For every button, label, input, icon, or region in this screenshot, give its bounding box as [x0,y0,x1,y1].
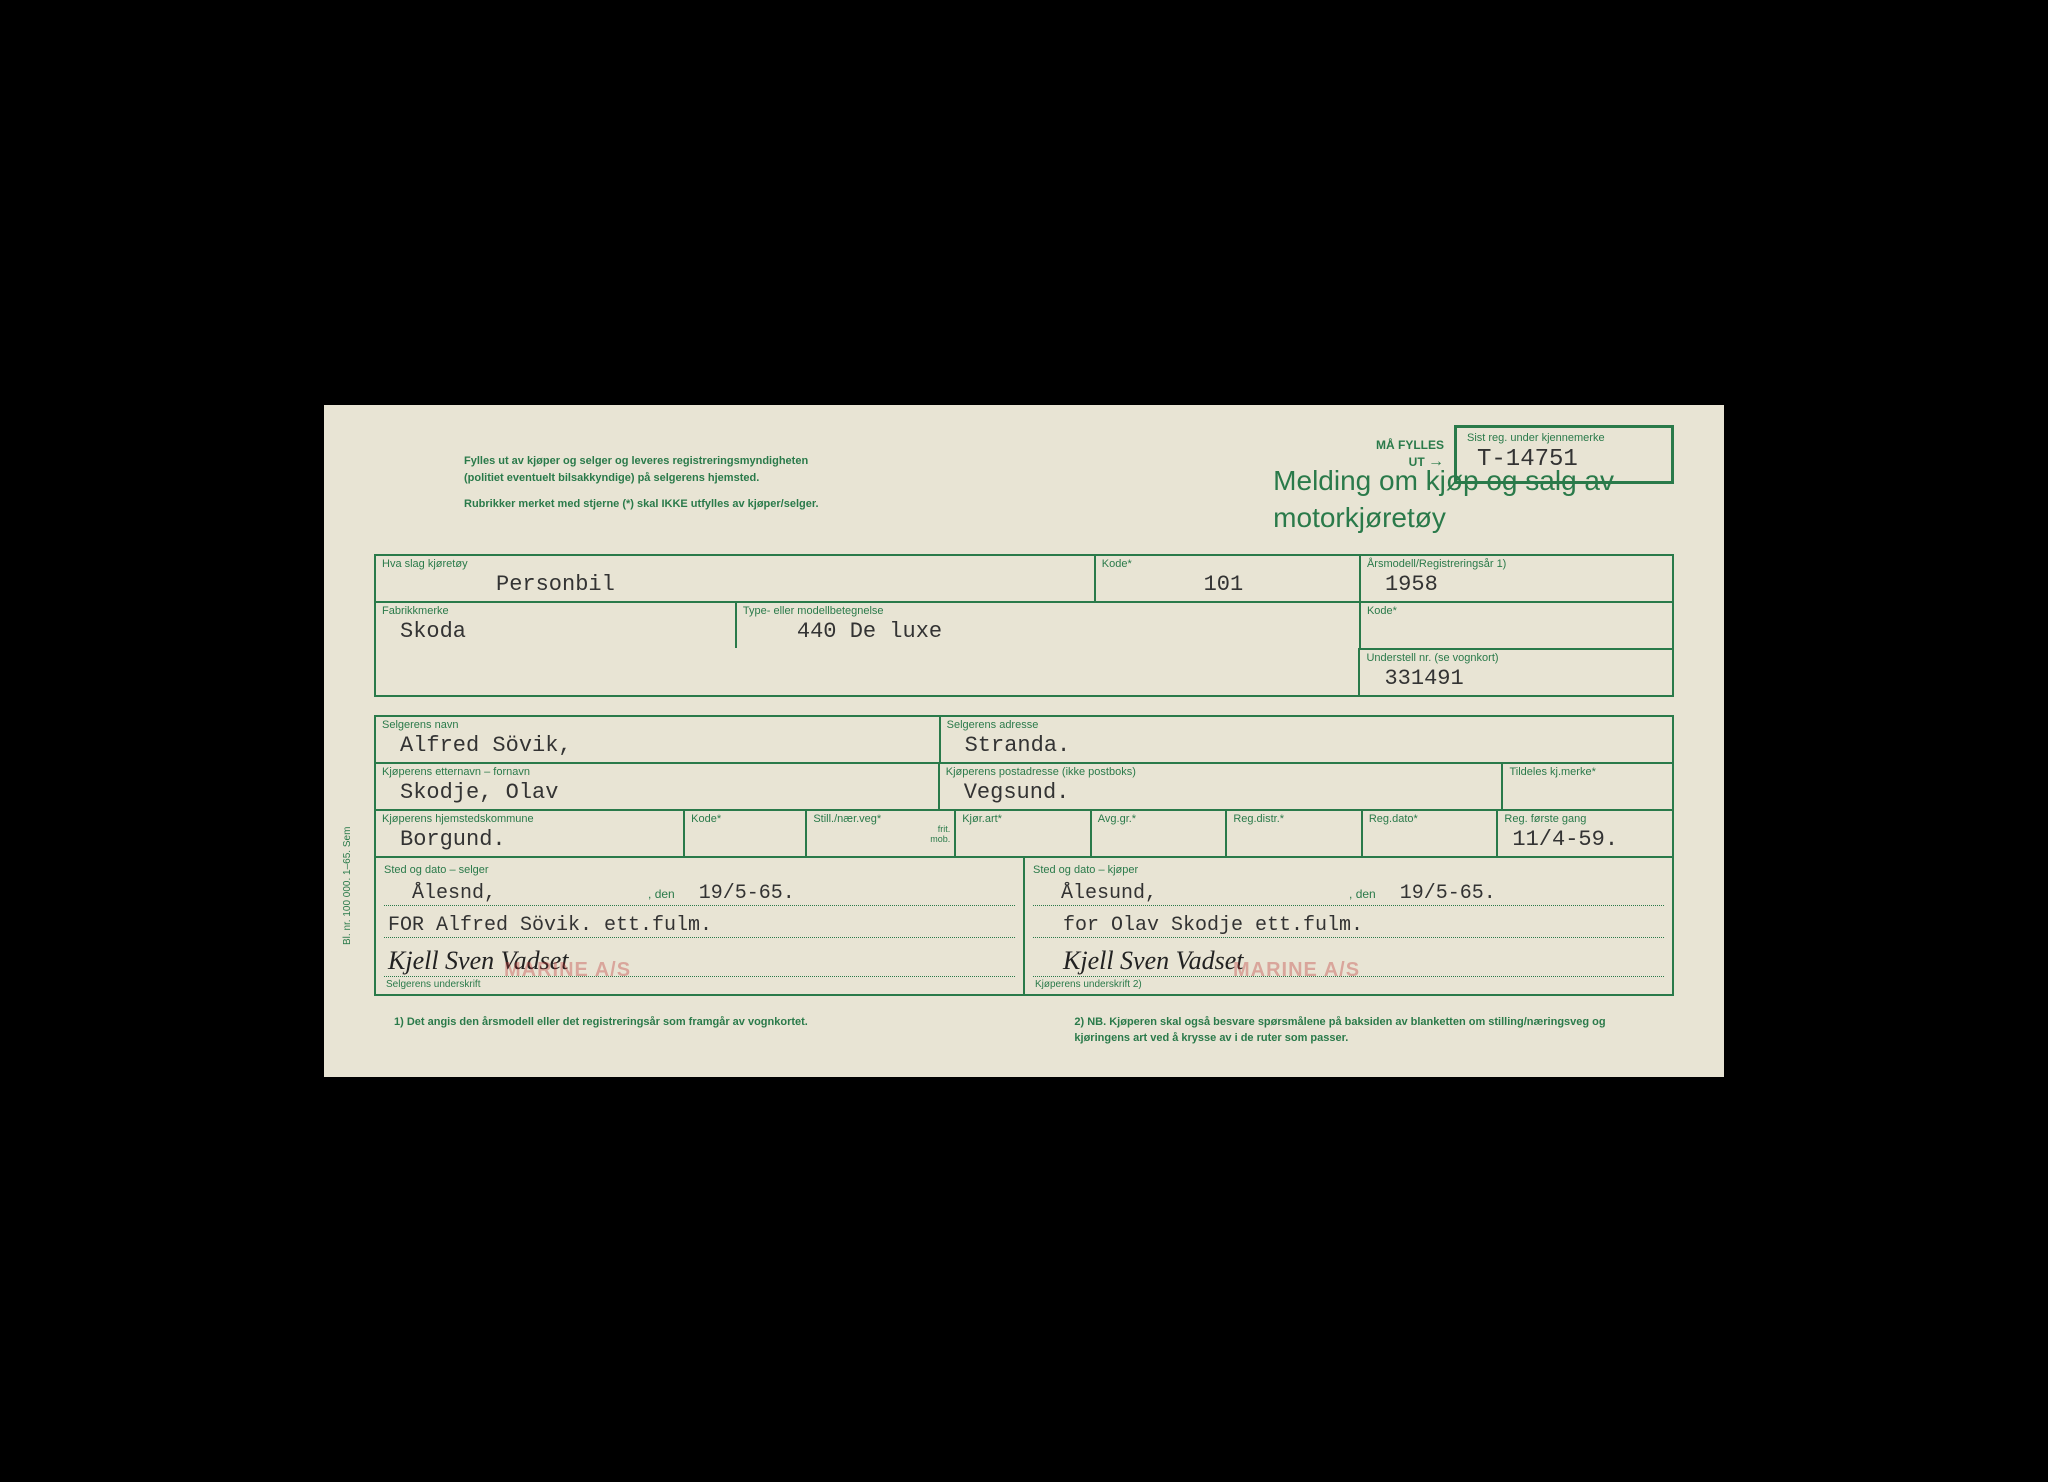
seller-for-line: FOR Alfred Sövik. ett.fulm. [384,908,1015,938]
kode2-value [1361,617,1672,623]
buyer-addr-value: Vegsund. [940,778,1502,809]
kode2-label: Kode* [1361,603,1672,617]
vehicle-type-label: Hva slag kjøretøy [376,556,1094,570]
footnote-1: 1) Det angis den årsmodell eller det reg… [394,1014,974,1047]
buyer-place: Ålesund, [1061,882,1157,905]
regbox-prompt-1: MÅ FYLLES [1376,438,1444,452]
avggr-label: Avg.gr.* [1092,811,1226,825]
seller-sig-caption: Selgerens underskrift [384,979,1015,990]
still-label: Still./nær.veg* [807,811,887,825]
buyer-addr-label: Kjøperens postadresse (ikke postboks) [940,764,1502,778]
buyer-muni-value: Borgund. [376,825,683,856]
kode1-label: Kode* [1096,556,1359,570]
seller-place: Ålesnd, [412,882,496,905]
signature-row: Sted og dato – selger Ålesnd, , den 19/5… [376,856,1672,994]
buyer-name-value: Skodje, Olav [376,778,938,809]
seller-signature-cell: Sted og dato – selger Ålesnd, , den 19/5… [376,858,1023,994]
chassis-label: Understell nr. (se vognkort) [1360,650,1672,664]
instructions-p1: Fylles ut av kjøper og selger og leveres… [464,453,844,486]
seller-name-label: Selgerens navn [376,717,939,731]
vehicle-type-value: Personbil [376,570,1094,601]
regforste-label: Reg. første gang [1498,811,1672,825]
kode3-value [685,825,805,831]
form-side-text: Bl. nr. 100 000. 1–65. Sem [342,827,353,945]
kode1-value: 101 [1096,570,1359,601]
regbox-label: Sist reg. under kjennemerke [1467,430,1661,444]
buyer-muni-label: Kjøperens hjemstedskommune [376,811,683,825]
title-line2: motorkjøretøy [1273,502,1446,533]
regbox-frame: Sist reg. under kjennemerke T-14751 [1454,425,1674,484]
seller-date: 19/5-65. [699,882,795,905]
footnote-2: 2) NB. Kjøperen skal også besvare spørsm… [1074,1014,1654,1047]
regbox-value: T-14751 [1467,444,1661,477]
seller-signature: Kjell Sven Vadset MARINE A/S [384,940,1015,977]
arrow-right-icon: → [1428,453,1444,470]
buyer-stamp: MARINE A/S [1233,959,1360,982]
model-value: 440 De luxe [737,617,1359,648]
tildeles-label: Tildeles kj.merke* [1503,764,1672,778]
instructions: Fylles ut av kjøper og selger og leveres… [464,453,844,513]
buyer-sig-label: Sted og dato – kjøper [1033,862,1664,876]
seller-addr-label: Selgerens adresse [941,717,1672,731]
regbox-prompt: MÅ FYLLES UT → [1376,438,1444,472]
kjorart-label: Kjør.art* [956,811,1090,825]
regdato-label: Reg.dato* [1363,811,1497,825]
buyer-for-line: for Olav Skodje ett.fulm. [1033,908,1664,938]
buyer-signature: Kjell Sven Vadset MARINE A/S [1033,940,1664,977]
tildeles-value [1503,778,1672,784]
buyer-place-date: Ålesund, , den 19/5-65. [1033,876,1664,906]
buyer-date: 19/5-65. [1400,882,1496,905]
seller-addr-value: Stranda. [941,731,1672,762]
buyer-name-label: Kjøperens etternavn – fornavn [376,764,938,778]
model-label: Type- eller modellbetegnelse [737,603,1359,617]
seller-name-value: Alfred Sövik, [376,731,939,762]
make-value: Skoda [376,617,735,648]
regforste-value: 11/4-59. [1498,825,1672,856]
buyer-signature-cell: Sted og dato – kjøper Ålesund, , den 19/… [1023,858,1672,994]
vehicle-section: Hva slag kjøretøy Personbil Kode* 101 År… [374,554,1674,697]
make-label: Fabrikkmerke [376,603,735,617]
year-label: Årsmodell/Registreringsår 1) [1361,556,1672,570]
seller-place-date: Ålesnd, , den 19/5-65. [384,876,1015,906]
footnotes: 1) Det angis den årsmodell eller det reg… [374,1014,1674,1047]
seller-stamp: MARINE A/S [504,959,631,982]
regdistr-label: Reg.distr.* [1227,811,1361,825]
buyer-den: , den [1349,887,1376,901]
buyer-signature-text: Kjell Sven Vadset [1063,946,1244,975]
form-paper: MÅ FYLLES UT → Sist reg. under kjennemer… [324,405,1724,1077]
chassis-value: 331491 [1360,664,1672,695]
parties-section: Selgerens navn Alfred Sövik, Selgerens a… [374,715,1674,996]
year-value: 1958 [1361,570,1672,601]
registration-box: MÅ FYLLES UT → Sist reg. under kjennemer… [1376,425,1674,484]
seller-sig-label: Sted og dato – selger [384,862,1015,876]
instructions-p2: Rubrikker merket med stjerne (*) skal IK… [464,496,844,513]
kode3-label: Kode* [685,811,805,825]
regbox-prompt-2: UT [1409,455,1425,469]
still-sub2: mob. [807,835,954,845]
seller-den: , den [648,887,675,901]
